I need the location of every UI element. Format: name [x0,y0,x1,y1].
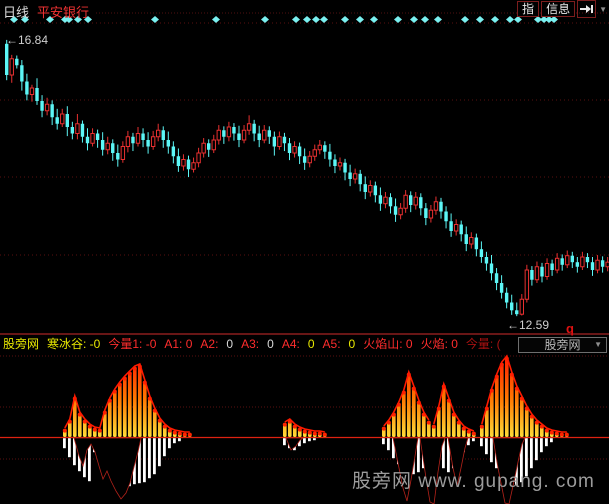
indicator-value: 股旁网 [3,337,40,351]
indicator-value: A4: [281,337,300,351]
expand-right-icon[interactable] [577,0,597,18]
titlebar-caret-icon[interactable]: ▼ [599,4,607,14]
indicator-button[interactable]: 指 [517,1,540,17]
watermark-text: 股旁网 www. gupang. com [352,471,595,492]
indicator-source-dropdown[interactable]: 股旁网 ▼ [518,337,607,353]
indicator-value: 今量1: -0 [108,337,157,351]
titlebar-buttons: 指 信息 ▼ [515,0,607,18]
indicator-source-label: 股旁网 [544,338,581,352]
symbol-name: 平安银行 [37,5,90,20]
indicator-value: 火焰山: 0 [363,337,413,351]
corner-q-mark: q [566,321,574,336]
low-price-label: ←12.59 [507,318,549,332]
signal-diamond-row [10,16,558,23]
indicator-value: 0 [267,337,274,351]
indicator-value: 火焰: 0 [420,337,458,351]
indicator-value: 寒冰谷: -0 [47,337,101,351]
dropdown-caret-icon: ▼ [594,340,602,349]
indicator-value: A1: 0 [164,337,193,351]
flame-histogram [62,354,569,504]
indicator-value: A3: [241,337,260,351]
info-button[interactable]: 信息 [541,1,576,17]
title-bar: 日线 平安银行 指 信息 ▼ [0,0,609,20]
candlestick-series [5,39,609,317]
indicator-value: 0 [348,337,356,351]
period-label: 日线 [3,5,30,20]
indicator-value: 0 [307,337,315,351]
high-price-label: ←16.84 [6,33,48,47]
indicator-value: 0 [226,337,234,351]
indicator-label-row: 股旁网 寒冰谷: -0 今量1: -0 A1: 0 A2: 0 A3: 0 A4: 0 A5: 0 火焰… [3,337,516,352]
indicator-value: A5: [322,337,341,351]
indicator-value: A2: [200,337,219,351]
indicator-value: 今量: ( [465,337,501,351]
